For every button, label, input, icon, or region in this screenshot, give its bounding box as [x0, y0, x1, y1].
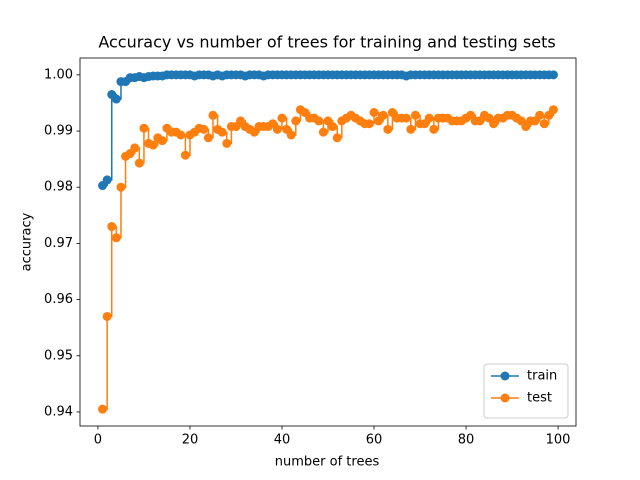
- point: [314, 116, 324, 126]
- point: [291, 116, 301, 126]
- point: [139, 123, 149, 133]
- point: [176, 130, 186, 140]
- point: [116, 182, 126, 192]
- x-axis-label: number of trees: [275, 455, 380, 470]
- point: [111, 233, 121, 243]
- y-tick-label: 0.99: [44, 124, 73, 139]
- point: [130, 143, 140, 153]
- point: [277, 113, 287, 123]
- y-tick-label: 0.94: [44, 404, 73, 419]
- point: [148, 140, 158, 150]
- point: [111, 94, 121, 104]
- point: [332, 133, 342, 143]
- point: [539, 119, 549, 129]
- legend-label: test: [527, 391, 552, 406]
- point: [102, 175, 112, 185]
- point: [208, 110, 218, 120]
- point: [383, 124, 393, 134]
- point: [535, 110, 545, 120]
- legend-marker: [500, 393, 510, 403]
- x-tick-label: 0: [94, 433, 102, 448]
- point: [203, 133, 213, 143]
- point: [369, 107, 379, 117]
- point: [328, 122, 338, 132]
- x-tick-label: 20: [182, 433, 199, 448]
- point: [217, 127, 227, 137]
- axes-frame: [79, 57, 577, 427]
- point: [378, 110, 388, 120]
- point: [429, 124, 439, 134]
- y-tick-label: 0.98: [44, 180, 73, 195]
- point: [318, 127, 328, 137]
- point: [286, 130, 296, 140]
- point: [180, 150, 190, 160]
- point: [222, 138, 232, 148]
- legend-label: train: [527, 369, 557, 384]
- point: [410, 110, 420, 120]
- point: [406, 124, 416, 134]
- point: [157, 136, 167, 146]
- y-tick-label: 0.97: [44, 236, 73, 251]
- point: [98, 404, 108, 414]
- x-tick-label: 80: [458, 433, 475, 448]
- point: [199, 124, 209, 134]
- point: [272, 124, 282, 134]
- y-tick-label: 1.00: [44, 67, 73, 82]
- point: [364, 119, 374, 129]
- point: [548, 70, 558, 80]
- point: [134, 158, 144, 168]
- y-axis-label: accuracy: [20, 212, 35, 271]
- point: [548, 105, 558, 115]
- legend-marker: [500, 371, 510, 381]
- point: [107, 222, 117, 232]
- point: [401, 113, 411, 123]
- chart-title: Accuracy vs number of trees for training…: [98, 33, 555, 52]
- x-tick-label: 60: [366, 433, 383, 448]
- point: [102, 311, 112, 321]
- point: [424, 113, 434, 123]
- x-tick-label: 40: [274, 433, 291, 448]
- y-tick-label: 0.95: [44, 348, 73, 363]
- x-tick-label: 100: [546, 433, 571, 448]
- y-tick-label: 0.96: [44, 292, 73, 307]
